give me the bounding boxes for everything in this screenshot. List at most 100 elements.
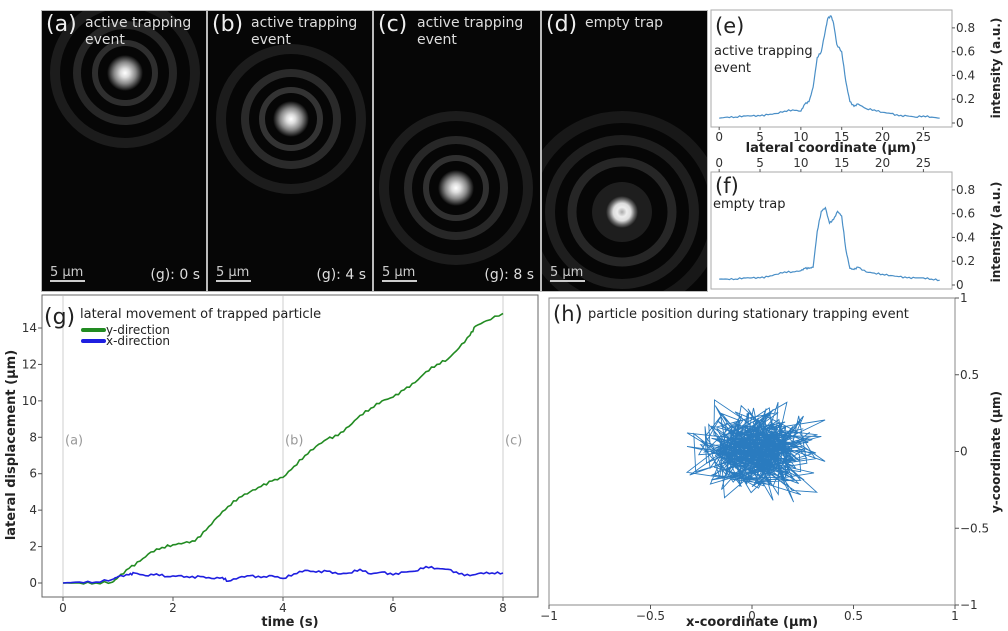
panel-label: (c) [378, 12, 408, 37]
y-tick-label: 0.8 [956, 21, 975, 35]
x-tick-label: 0 [715, 130, 723, 144]
trapped-particle-image [50, 11, 200, 148]
lateral-movement-chart: (a) (b) (c) (g) lateral movement of trappe… [4, 294, 539, 630]
trapped-particle-image [379, 111, 533, 265]
scale-bar: 5 μm [216, 265, 252, 282]
microscope-panel-d: (d) empty trap 5 μm [541, 10, 708, 292]
y-tick-label: 12 [22, 357, 37, 371]
panel-description: active trapping event [251, 15, 358, 48]
time-stamp: (g): 0 s [150, 267, 200, 283]
annotation-line-2: event [714, 61, 751, 76]
event-marker-label: (a) [65, 434, 83, 449]
y-tick-label: 0.2 [956, 92, 975, 106]
intensity-profile-empty-chart: (f) empty trap 0 5 10 15 20 25 0 0.2 0.4 0.6 0.8 i… [710, 156, 1003, 292]
x-tick-label: −0.5 [636, 609, 665, 623]
x-tick-label: 2 [169, 601, 177, 615]
panel-description: active trapping event [417, 15, 524, 48]
panel-label: (a) [46, 12, 77, 37]
y-tick-label: 6 [29, 467, 37, 481]
y-tick-label: 0.5 [960, 368, 979, 382]
x-axis-label: x-coordinate (μm) [686, 615, 818, 630]
y-tick-label: 0.8 [956, 183, 975, 197]
x-tick-label: 5 [756, 130, 764, 144]
y-tick-label: 0.4 [956, 68, 975, 82]
panel-label: (d) [546, 12, 578, 37]
legend-label-y: y-direction [106, 323, 170, 337]
panel-label: (f) [715, 174, 739, 198]
x-tick-label: 4 [279, 601, 287, 615]
scale-bar: 5 μm [550, 265, 586, 282]
panel-label: (e) [715, 14, 744, 38]
y-tick-label: 0.6 [956, 207, 975, 221]
chart-title: particle position during stationary trap… [588, 307, 909, 322]
y-tick-label: 14 [22, 321, 37, 335]
x-tick-label: 20 [875, 130, 890, 144]
x-tick-label: 15 [834, 156, 849, 170]
y-tick-label: 0.4 [956, 230, 975, 244]
y-axis-label: intensity (a.u.) [989, 182, 1003, 283]
x-tick-label: 0 [748, 609, 756, 623]
x-tick-label: 10 [793, 156, 808, 170]
y-tick-label: −0.5 [960, 521, 989, 535]
trajectory-line [685, 399, 826, 503]
x-tick-label: 25 [916, 130, 931, 144]
time-stamp: (g): 4 s [316, 267, 366, 283]
x-tick-label: −1 [540, 609, 558, 623]
y-tick-label: 0 [956, 116, 964, 130]
y-tick-label: 0.2 [956, 254, 975, 268]
x-tick-label: 1 [951, 609, 959, 623]
legend: y-direction x-direction [81, 323, 170, 348]
scale-bar: 5 μm [382, 265, 418, 282]
y-tick-label: 10 [22, 394, 37, 408]
panel-description: empty trap [585, 15, 664, 31]
x-tick-label: 0 [59, 601, 67, 615]
intensity-profile-active-chart: (e) active trapping event 0 5 10 15 20 25 0 0.2… [710, 9, 1003, 156]
x-tick-label: 0.5 [844, 609, 863, 623]
annotation-line-1: active trapping [714, 44, 813, 59]
microscope-panel-c: (c) active trapping event 5 μm (g): 8 s [373, 10, 541, 292]
plot-frame [710, 171, 953, 290]
x-tick-label: 25 [916, 156, 931, 170]
event-marker-label: (b) [285, 434, 303, 449]
x-tick-label: 10 [793, 130, 808, 144]
y-axis-label: lateral displacement (μm) [4, 350, 19, 540]
panel-label: (h) [553, 302, 583, 326]
plot-frame [710, 9, 953, 128]
y-direction-line [63, 312, 504, 585]
scale-bar: 5 μm [50, 265, 86, 282]
intensity-line [719, 15, 940, 119]
time-stamp: (g): 8 s [484, 267, 534, 283]
microscope-panel-b: (b) active trapping event 5 μm (g): 4 s [207, 10, 373, 292]
empty-trap-image [542, 111, 707, 291]
x-tick-label: 8 [499, 601, 507, 615]
y-tick-label: 0.6 [956, 45, 975, 59]
chart-title: lateral movement of trapped particle [80, 307, 321, 322]
y-axis-label: intensity (a.u.) [989, 18, 1003, 119]
x-axis-label: lateral coordinate (μm) [746, 141, 917, 156]
y-tick-label: 2 [29, 540, 37, 554]
y-tick-label: 0 [960, 445, 968, 459]
panel-description: active trapping event [85, 15, 192, 48]
y-tick-label: 0 [956, 278, 964, 292]
trapped-particle-image [216, 44, 366, 194]
y-tick-label: 8 [29, 430, 37, 444]
y-tick-label: 1 [960, 291, 968, 305]
y-tick-label: −1 [960, 598, 978, 612]
event-marker-label: (c) [505, 434, 522, 449]
plot-frame [41, 294, 539, 598]
panel-label: (g) [44, 305, 75, 330]
particle-position-chart: (h) particle position during stationary … [540, 291, 1003, 630]
microscope-panel-a: (a) active trapping event 5 μm (g): 0 s [41, 10, 207, 292]
x-tick-label: 5 [756, 156, 764, 170]
x-tick-label: 0 [715, 156, 723, 170]
y-tick-label: 4 [29, 503, 37, 517]
y-tick-label: 0 [29, 576, 37, 590]
y-axis-label: y-coordinate (μm) [989, 391, 1003, 513]
x-direction-line [62, 565, 504, 584]
legend-label-x: x-direction [106, 334, 170, 348]
intensity-line [719, 206, 940, 282]
annotation-line-1: empty trap [713, 197, 786, 212]
panel-label: (b) [212, 12, 244, 37]
x-tick-label: 15 [834, 130, 849, 144]
